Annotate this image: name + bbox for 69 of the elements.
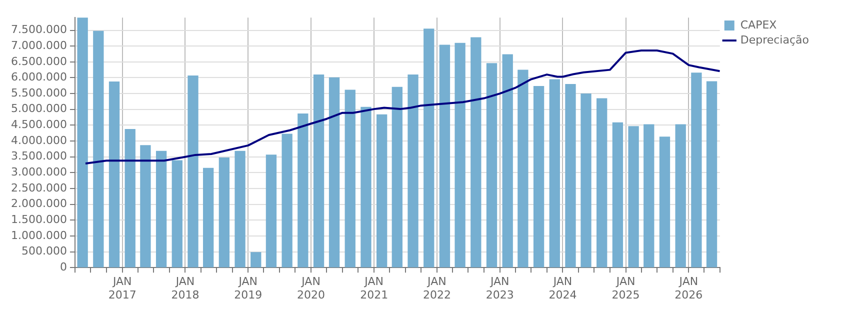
bar xyxy=(360,106,372,268)
bar xyxy=(124,128,136,268)
bar xyxy=(439,44,450,268)
x-tick-label: JAN 2025 xyxy=(612,275,640,302)
bar xyxy=(282,134,292,268)
y-tick-label: 500.000 xyxy=(21,244,67,258)
x-tick-label: JAN 2024 xyxy=(548,275,577,302)
x-tick-label: JAN 2018 xyxy=(171,275,200,302)
x-tick-label: JAN 2026 xyxy=(674,275,703,302)
y-tick-label: 4.000.000 xyxy=(11,134,67,147)
bar xyxy=(313,74,324,268)
bar xyxy=(454,42,466,268)
bar xyxy=(140,145,151,268)
y-tick-label: 0 xyxy=(60,260,67,274)
x-tick-label: JAN 2020 xyxy=(297,275,326,302)
bar xyxy=(470,37,482,268)
x-tick-label: JAN 2021 xyxy=(360,275,388,302)
bar xyxy=(580,94,592,268)
bar xyxy=(156,150,167,268)
bar xyxy=(234,150,246,268)
bar xyxy=(188,76,198,268)
legend-label: CAPEX xyxy=(740,18,778,32)
y-tick-label: 6.500.000 xyxy=(11,54,67,68)
bar xyxy=(659,136,670,268)
bar xyxy=(328,77,340,268)
bar xyxy=(108,82,120,268)
x-tick-label: JAN 2019 xyxy=(234,275,262,302)
legend-label: Depreciação xyxy=(740,33,810,46)
x-tick-label: JAN 2023 xyxy=(486,275,514,302)
y-tick-label: 1.500.000 xyxy=(11,212,67,226)
y-tick-label: 5.500.000 xyxy=(11,86,67,100)
bar xyxy=(628,126,639,268)
bar xyxy=(612,122,624,268)
bar xyxy=(376,114,388,268)
y-tick-label: 7.000.000 xyxy=(11,38,67,52)
bar xyxy=(424,28,434,268)
bar xyxy=(408,74,418,268)
bar xyxy=(298,113,308,268)
y-tick-label: 2.000.000 xyxy=(11,197,67,210)
y-tick-label: 2.500.000 xyxy=(11,181,67,194)
bar xyxy=(691,72,702,268)
bar xyxy=(549,79,560,268)
y-tick-label: 3.000.000 xyxy=(11,166,67,179)
y-tick-label: 3.500.000 xyxy=(11,150,67,163)
bar xyxy=(93,30,104,268)
bar xyxy=(533,86,544,268)
bar xyxy=(266,154,277,268)
bar xyxy=(502,54,513,268)
bar xyxy=(203,168,214,268)
bar xyxy=(172,160,182,268)
bar xyxy=(77,18,88,268)
bar xyxy=(518,70,528,268)
y-tick-label: 5.000.000 xyxy=(11,102,67,116)
bar xyxy=(486,63,498,268)
bar xyxy=(706,81,718,268)
bar xyxy=(392,86,402,268)
bar xyxy=(250,252,262,268)
y-tick-label: 6.000.000 xyxy=(11,70,67,84)
bar xyxy=(675,124,686,268)
x-tick-label: JAN 2022 xyxy=(422,275,451,302)
y-tick-label: 7.500.000 xyxy=(11,23,67,36)
bar xyxy=(218,157,230,268)
y-tick-label: 4.500.000 xyxy=(11,118,67,132)
bar xyxy=(565,84,576,268)
y-tick-label: 1.000.000 xyxy=(11,228,67,242)
bar xyxy=(344,90,356,268)
bar xyxy=(596,98,608,268)
x-tick-label: JAN 2017 xyxy=(108,275,136,302)
bar xyxy=(644,124,654,268)
